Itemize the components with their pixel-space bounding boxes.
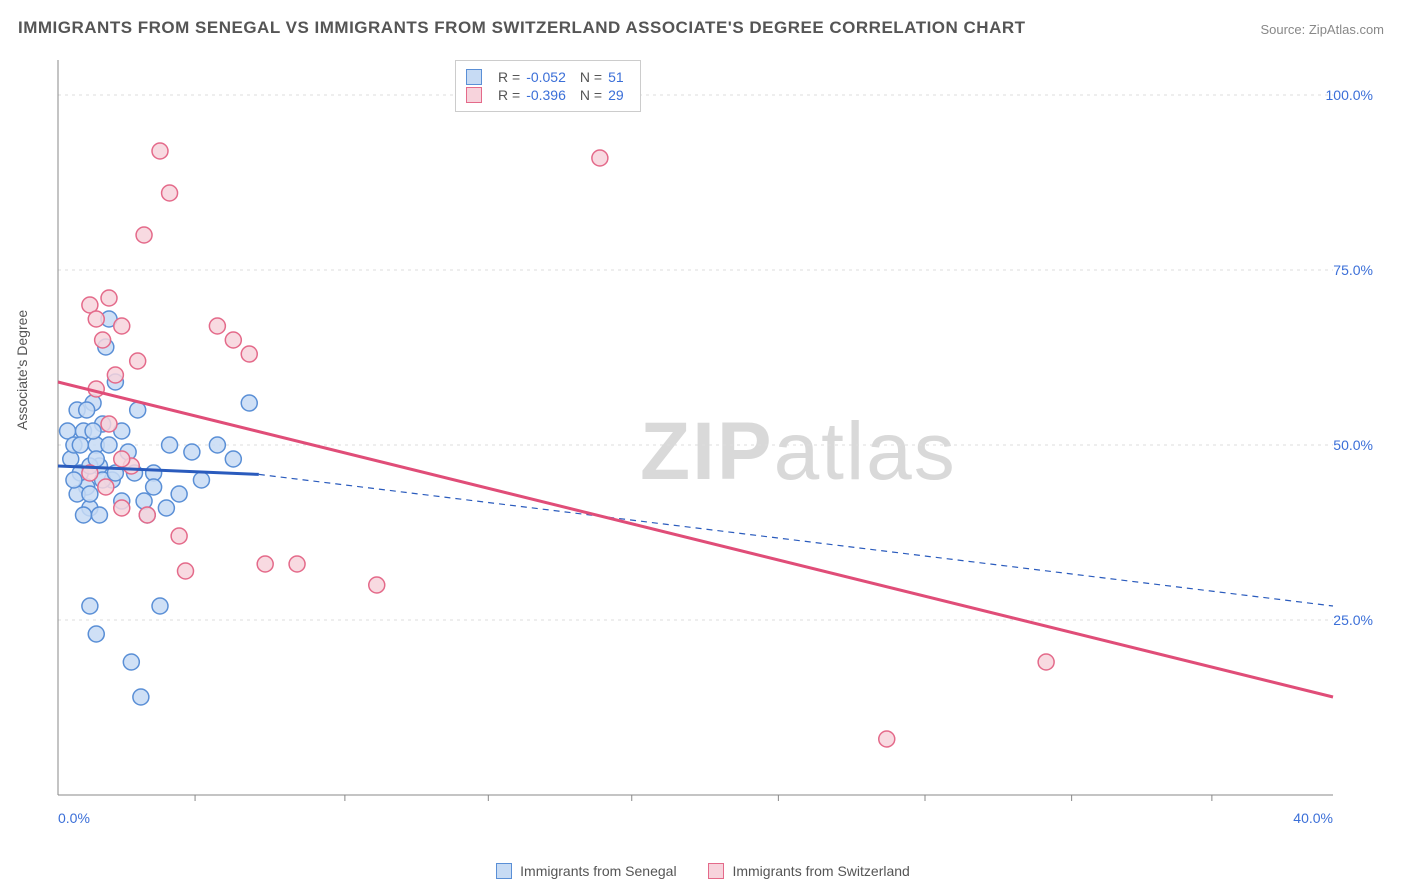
r-value: -0.396	[526, 87, 566, 103]
n-value: 29	[608, 87, 624, 103]
swatch-icon	[496, 863, 512, 879]
r-label: R =	[498, 69, 520, 85]
stats-row-switzerland: R = -0.396 N = 29	[466, 87, 630, 103]
svg-text:50.0%: 50.0%	[1333, 437, 1373, 453]
svg-text:25.0%: 25.0%	[1333, 612, 1373, 628]
series-legend: Immigrants from Senegal Immigrants from …	[0, 863, 1406, 882]
svg-text:40.0%: 40.0%	[1293, 810, 1333, 825]
r-label: R =	[498, 87, 520, 103]
swatch-icon	[466, 69, 482, 85]
svg-text:100.0%: 100.0%	[1326, 87, 1373, 103]
swatch-icon	[466, 87, 482, 103]
legend-item-senegal: Immigrants from Senegal	[496, 863, 676, 879]
svg-text:0.0%: 0.0%	[58, 810, 90, 825]
n-value: 51	[608, 69, 624, 85]
legend-label: Immigrants from Senegal	[520, 863, 676, 879]
n-label: N =	[580, 69, 602, 85]
swatch-icon	[708, 863, 724, 879]
source-label: Source: ZipAtlas.com	[1260, 22, 1384, 37]
svg-text:75.0%: 75.0%	[1333, 262, 1373, 278]
scatter-chart: 25.0% 50.0% 75.0% 100.0% 0.0% 40.0%	[48, 55, 1378, 825]
y-axis-label: Associate's Degree	[14, 310, 30, 430]
legend-item-switzerland: Immigrants from Switzerland	[708, 863, 909, 879]
chart-title: IMMIGRANTS FROM SENEGAL VS IMMIGRANTS FR…	[18, 18, 1026, 38]
n-label: N =	[580, 87, 602, 103]
legend-label: Immigrants from Switzerland	[732, 863, 909, 879]
r-value: -0.052	[526, 69, 566, 85]
stats-row-senegal: R = -0.052 N = 51	[466, 69, 630, 85]
stats-legend: R = -0.052 N = 51 R = -0.396 N = 29	[455, 60, 641, 112]
